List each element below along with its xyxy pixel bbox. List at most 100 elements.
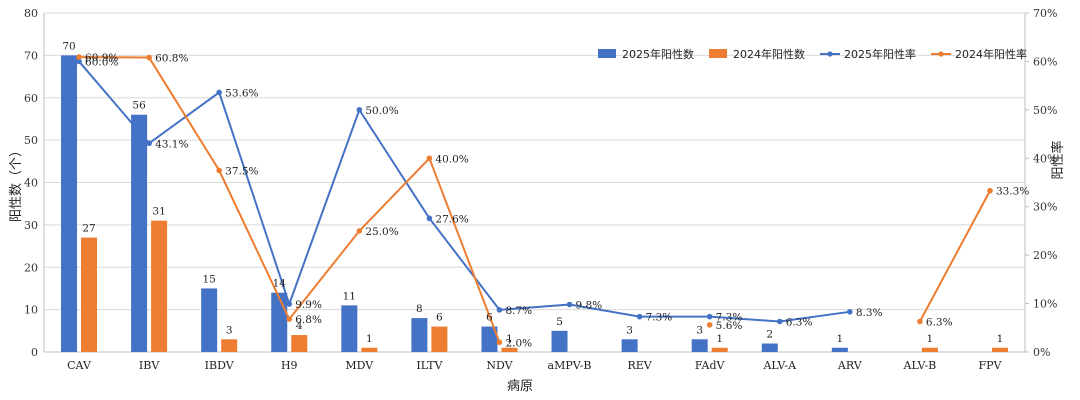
y2-tick-label: 20% [1033,249,1057,262]
rate-label: 2.0% [505,337,532,349]
category-label: H9 [281,359,298,372]
x-axis-title: 病原 [507,379,533,394]
rate-label: 33.3% [996,186,1029,198]
line-point [286,316,293,322]
line-point [146,140,152,147]
line-point [496,339,503,346]
rate-label: 8.3% [856,307,883,319]
bar-rev [621,339,638,352]
bar-mdv [341,305,358,352]
bar-alv-b [921,347,938,352]
category-label: IBV [139,359,160,372]
category-label: CAV [67,359,92,372]
y-tick-label: 20 [24,261,38,274]
line-point [426,155,433,162]
category-label: ALV-A [762,359,797,372]
bar-ndv [501,347,518,352]
line-point [636,313,643,320]
rate-label: 5.6% [716,320,743,332]
legend-swatch [598,49,616,58]
rate-label: 7.3% [716,312,743,324]
rate-label: 9.8% [576,300,603,312]
category-label: MDV [345,359,374,372]
legend-swatch [709,49,727,58]
legend-label: 2024年阳性数 [733,47,805,61]
category-label: ALV-B [903,359,937,372]
bar-value-label: 1 [716,333,723,345]
bar-ampv-b [551,330,568,352]
bar-h9 [291,335,308,352]
bar-alv-a [761,343,778,352]
category-label: aMPV-B [548,359,592,372]
legend-label: 2025年阳性数 [622,47,694,61]
line-point [987,187,993,194]
bar-value-label: 3 [696,324,703,336]
y-tick-label: 30 [24,219,38,232]
bar-value-label: 15 [202,273,215,285]
bar-cav [61,55,78,352]
y2-axis-title: 阳性率 [1050,140,1066,179]
line-point [76,54,82,60]
bar-value-label: 3 [226,324,233,336]
y-tick-label: 60 [24,92,38,105]
bar-value-label: 1 [927,333,934,345]
line-point [706,322,713,328]
line-point [216,89,222,96]
bar-value-label: 2 [766,329,773,341]
category-label: ARV [837,359,863,372]
bars [61,55,1008,352]
rate-label: 50.0% [365,105,398,117]
legend: 2025年阳性数 2024年阳性数 2025年阳性率 2024年阳性率 [598,47,1027,61]
bar-value-label: 5 [556,316,563,328]
bar-value-label: 31 [152,206,165,218]
rate-label: 8.7% [505,305,532,317]
y-tick-label: 10 [24,304,38,317]
category-labels: CAV IBV IBDV H9 MDV ILTV NDV aMPV-B REV FAdV ALV-A… [67,359,1002,372]
line-point [356,107,363,113]
category-label: FPV [978,359,1002,372]
rate-label: 40.0% [435,153,468,165]
bar-fadv [711,347,728,352]
bar-value-label: 56 [132,100,146,112]
y-tick-label: 50 [24,134,38,147]
line-point [776,318,783,325]
y2-tick-label: 30% [1033,201,1057,214]
rate-label: 6.3% [926,316,953,328]
bar-iltv [411,318,428,352]
category-label: IBDV [205,359,235,372]
lines [76,54,993,346]
line-point [496,307,503,313]
rate-label: 7.3% [646,312,673,324]
bar-ibdv [221,339,238,352]
line-point [286,301,293,307]
rate-label: 6.8% [295,314,322,326]
line-point [216,167,222,174]
legend-label: 2024年阳性率 [955,47,1027,61]
line-point [917,318,923,325]
bar-mdv [361,347,378,352]
y2-tick-label: 40% [1033,152,1057,165]
legend-label: 2025年阳性率 [844,47,916,61]
bar-value-label: 27 [82,223,95,235]
category-label: NDV [486,359,513,372]
bar-ibv [131,114,148,352]
bar-value-label: 70 [62,40,75,52]
rate-label: 43.1% [155,138,188,150]
bar-h9 [271,292,288,352]
bar-value-label: 1 [836,333,843,345]
y-axis-title: 阳性数（个） [9,144,24,222]
bar-value-label: 6 [436,312,443,324]
bar-iltv [431,326,448,352]
bar-value-label: 4 [296,320,303,332]
bar-ibdv [201,288,218,352]
line-point [76,58,82,65]
rate-label: 53.6% [225,87,258,99]
category-label: REV [627,359,652,372]
y-tick-label: 0 [31,346,38,359]
bar-arv [831,347,848,352]
bar-ndv [481,326,498,352]
bar-value-label: 1 [366,333,373,345]
line-point [847,309,853,315]
